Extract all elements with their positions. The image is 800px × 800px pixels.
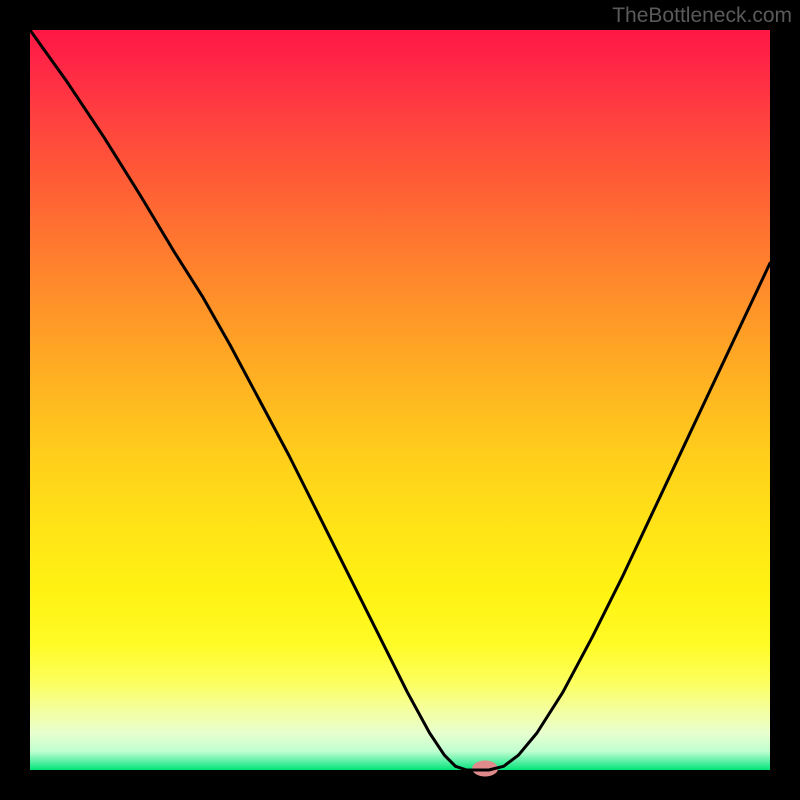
chart-gradient-background	[30, 30, 770, 770]
bottleneck-chart	[0, 0, 800, 800]
watermark-text: TheBottleneck.com	[612, 4, 792, 28]
chart-container: TheBottleneck.com	[0, 0, 800, 800]
